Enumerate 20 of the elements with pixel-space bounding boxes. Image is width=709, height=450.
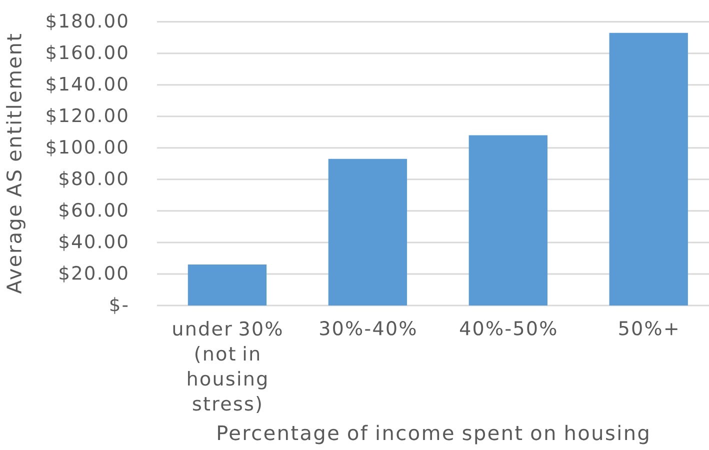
bar	[468, 135, 548, 306]
y-tick-label: $120.00	[46, 108, 128, 125]
y-tick-label: $100.00	[46, 139, 128, 156]
y-tick-label: $20.00	[60, 266, 128, 282]
bar	[609, 32, 688, 306]
x-tick-label: 40%-50%	[460, 321, 556, 336]
y-tick-label: $140.00	[46, 76, 128, 94]
x-tick-label: under 30% (not in housing stress)	[173, 321, 282, 413]
y-tick-label: $160.00	[46, 44, 128, 62]
y-tick-label: $180.00	[46, 13, 128, 30]
bar	[188, 264, 267, 306]
y-axis-title: Average AS entitlement	[6, 34, 26, 294]
y-tick-label: $40.00	[60, 234, 128, 251]
y-tick-label: $80.00	[60, 171, 128, 188]
x-tick-label: 50%+	[619, 321, 678, 336]
y-tick-label: $60.00	[60, 202, 128, 220]
x-tick-label: 30%-40%	[320, 321, 416, 336]
bar	[328, 158, 408, 306]
y-tick-label: $-	[110, 297, 128, 314]
x-axis-title: Percentage of income spent on housing	[218, 424, 648, 444]
